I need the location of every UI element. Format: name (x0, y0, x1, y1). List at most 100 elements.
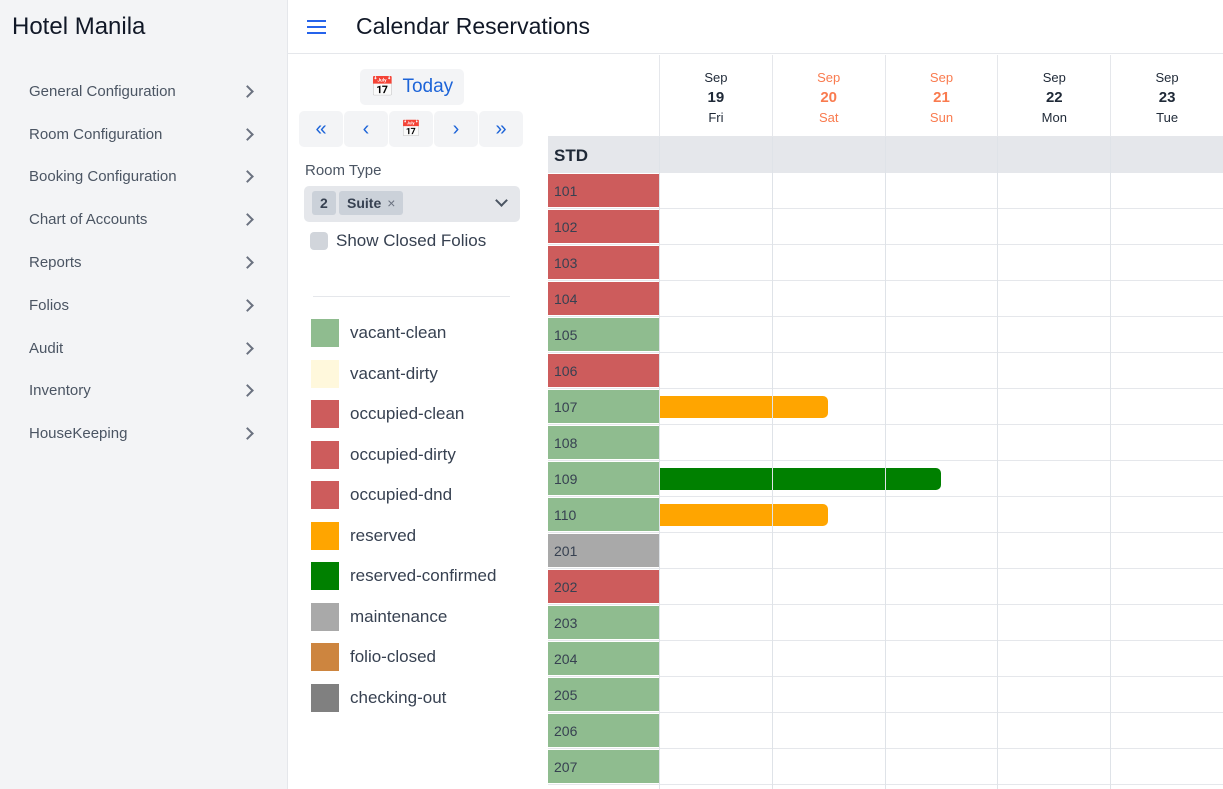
room-cell[interactable]: 104 (548, 282, 659, 315)
status-legend: vacant-clean vacant-dirty occupied-clean oc… (311, 313, 496, 718)
reservation-calendar: STD Sep 19 Fri Sep 20 Sat Sep 21 Sun Sep 22 Mon Sep 2… (548, 55, 1223, 789)
legend-label: folio-closed (350, 647, 436, 667)
day-of-week: Tue (1156, 110, 1179, 125)
reservation-bar[interactable] (660, 396, 829, 418)
next-day-button[interactable]: › (434, 111, 478, 147)
today-button[interactable]: 📅 Today (360, 69, 464, 105)
room-cell[interactable]: 204 (548, 642, 659, 675)
legend-item: maintenance (311, 597, 496, 638)
legend-item: checking-out (311, 678, 496, 719)
room-cell[interactable]: 103 (548, 246, 659, 279)
remove-icon[interactable]: × (387, 195, 396, 211)
room-cell[interactable]: 202 (548, 570, 659, 603)
room-cell[interactable]: 101 (548, 174, 659, 207)
chevron-right-icon (241, 127, 254, 141)
prev-week-button[interactable]: « (299, 111, 343, 147)
legend-item: reserved (311, 516, 496, 557)
calendar-icon: 📅 (401, 121, 421, 138)
sidebar-item[interactable]: Chart of Accounts (0, 198, 288, 241)
legend-swatch (311, 562, 339, 591)
sidebar-item[interactable]: Booking Configuration (0, 156, 288, 199)
sidebar-item[interactable]: Folios (0, 284, 288, 327)
room-type-chip: 2 (312, 191, 336, 215)
checkbox[interactable] (310, 232, 328, 250)
day-number: 21 (933, 89, 950, 106)
sidebar-item[interactable]: General Configuration (0, 70, 288, 113)
reservation-bar[interactable] (660, 468, 941, 490)
next-week-button[interactable]: » (479, 111, 523, 147)
sidebar-item-label: Room Configuration (29, 125, 163, 143)
legend-swatch (311, 643, 339, 672)
room-cell[interactable]: 105 (548, 318, 659, 351)
legend-swatch (311, 602, 339, 631)
room-cell[interactable]: 109 (548, 462, 659, 495)
legend-label: reserved (350, 525, 417, 545)
sidebar-item[interactable]: Reports (0, 241, 288, 284)
day-header: Sep 22 Mon (997, 55, 1110, 137)
room-cell[interactable]: 102 (548, 210, 659, 243)
divider (313, 296, 510, 297)
day-month: Sep (929, 70, 954, 85)
legend-swatch (311, 683, 339, 712)
legend-swatch (311, 440, 339, 469)
chevron-right-icon (241, 85, 254, 98)
grid-line (659, 137, 660, 789)
room-cell[interactable]: 207 (548, 750, 659, 783)
checkbox-label: Show Closed Folios (336, 231, 487, 250)
menu-icon[interactable] (307, 16, 326, 38)
chevron-right-icon (241, 384, 254, 398)
sidebar-item-label: Booking Configuration (29, 168, 177, 186)
control-panel: 📅 Today « ‹ 📅 › » Room Type 2 Suite × Sho… (288, 55, 548, 789)
room-type-label: Room Type (305, 162, 382, 179)
room-type-heading: STD (554, 146, 588, 165)
room-cell[interactable]: 205 (548, 678, 659, 711)
legend-label: reserved-confirmed (350, 566, 497, 586)
sidebar-nav: General Configuration Room Configuration B… (0, 70, 288, 455)
room-cell[interactable]: 108 (548, 426, 659, 459)
room-cell[interactable]: 110 (548, 498, 659, 531)
legend-item: vacant-clean (311, 313, 496, 354)
legend-label: occupied-dirty (350, 444, 456, 464)
legend-label: occupied-clean (350, 404, 465, 424)
day-of-week: Fri (708, 110, 724, 125)
day-header: Sep 21 Sun (884, 55, 998, 137)
day-header: Sep 23 Tue (1110, 55, 1223, 137)
room-cell[interactable]: 203 (548, 606, 659, 639)
day-month: Sep (817, 70, 841, 85)
chevron-right-icon (241, 213, 254, 227)
legend-swatch (311, 319, 339, 348)
date-navigation: « ‹ 📅 › » (299, 111, 523, 147)
reservation-bar[interactable] (660, 504, 829, 526)
page-title: Calendar Reservations (356, 13, 590, 39)
sidebar-item[interactable]: Room Configuration (0, 113, 288, 156)
legend-item: occupied-clean (311, 394, 496, 435)
room-cell[interactable]: 206 (548, 714, 659, 747)
sidebar-item[interactable]: HouseKeeping (0, 412, 288, 455)
day-number: 20 (820, 89, 838, 106)
sidebar-item-label: General Configuration (29, 82, 176, 100)
sidebar-item-label: Inventory (29, 382, 91, 400)
chevron-right-icon (241, 299, 254, 312)
room-cell[interactable]: 106 (548, 354, 659, 387)
legend-label: vacant-dirty (350, 363, 438, 383)
sidebar-item-label: Folios (29, 296, 70, 314)
room-cell[interactable]: 201 (548, 534, 659, 567)
day-month: Sep (1155, 70, 1179, 85)
grid-line (884, 137, 886, 789)
pick-date-button[interactable]: 📅 (389, 111, 433, 147)
prev-day-button[interactable]: ‹ (344, 111, 388, 147)
sidebar-item-label: Reports (29, 254, 82, 272)
chevron-down-icon[interactable] (495, 194, 508, 207)
chevron-right-icon (241, 341, 254, 355)
grid-line (771, 137, 773, 789)
day-of-week: Sat (818, 110, 839, 125)
sidebar-item[interactable]: Inventory (0, 370, 288, 413)
room-cell[interactable]: 107 (548, 390, 659, 423)
legend-item: folio-closed (311, 637, 496, 678)
show-closed-folios-checkbox[interactable]: Show Closed Folios (310, 231, 486, 251)
chevron-right-icon (241, 256, 254, 269)
legend-label: occupied-dnd (350, 485, 453, 505)
sidebar-item[interactable]: Audit (0, 327, 288, 370)
room-type-select[interactable]: 2 Suite × (304, 186, 520, 222)
calendar-icon: 📅 (370, 77, 395, 98)
